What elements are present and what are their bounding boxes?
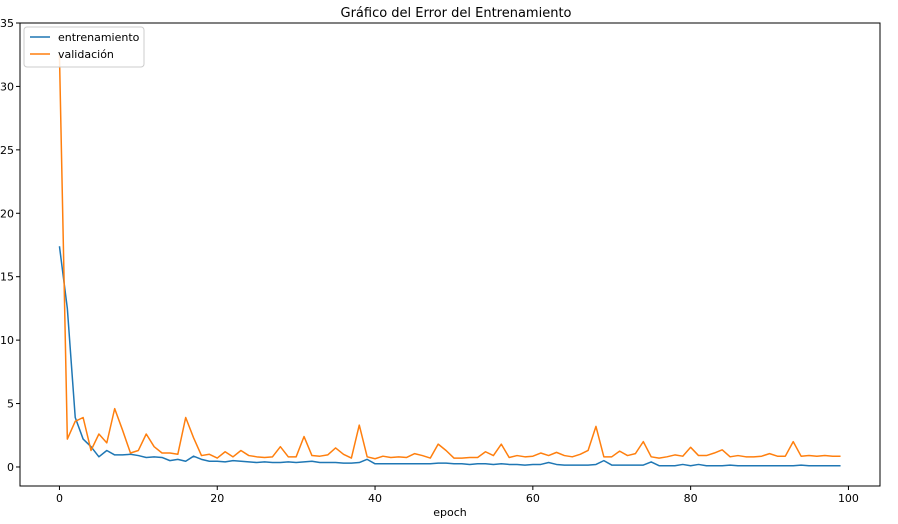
x-tick-label: 100 bbox=[838, 492, 859, 505]
y-tick-label: 30 bbox=[0, 80, 14, 93]
y-tick-label: 35 bbox=[0, 17, 14, 30]
y-axis: 0 5 10 15 20 25 30 35 bbox=[0, 17, 20, 474]
chart-title: Gráfico del Error del Entrenamiento bbox=[341, 6, 572, 21]
x-tick-label: 40 bbox=[368, 492, 382, 505]
legend: entrenamiento validación bbox=[23, 26, 145, 68]
y-tick-label: 5 bbox=[7, 398, 14, 411]
x-axis-label: epoch bbox=[433, 506, 467, 519]
y-tick-label: 0 bbox=[7, 461, 14, 474]
x-tick-label: 20 bbox=[210, 492, 224, 505]
y-tick-label: 10 bbox=[0, 334, 14, 347]
x-tick-label: 60 bbox=[526, 492, 540, 505]
x-axis: 0 20 40 60 80 100 bbox=[56, 486, 859, 505]
y-tick-label: 20 bbox=[0, 207, 14, 220]
legend-label: entrenamiento bbox=[58, 31, 140, 44]
y-tick-label: 25 bbox=[0, 144, 14, 157]
series-line-entrenamiento bbox=[58, 246, 841, 467]
y-tick-label: 15 bbox=[0, 271, 14, 284]
legend-label: validación bbox=[58, 48, 114, 61]
series-line-validacion bbox=[58, 54, 841, 460]
x-tick-label: 0 bbox=[56, 492, 63, 505]
series-layer bbox=[58, 54, 841, 467]
plot-area-frame bbox=[19, 22, 881, 487]
x-tick-label: 80 bbox=[684, 492, 698, 505]
legend-box bbox=[23, 26, 145, 68]
